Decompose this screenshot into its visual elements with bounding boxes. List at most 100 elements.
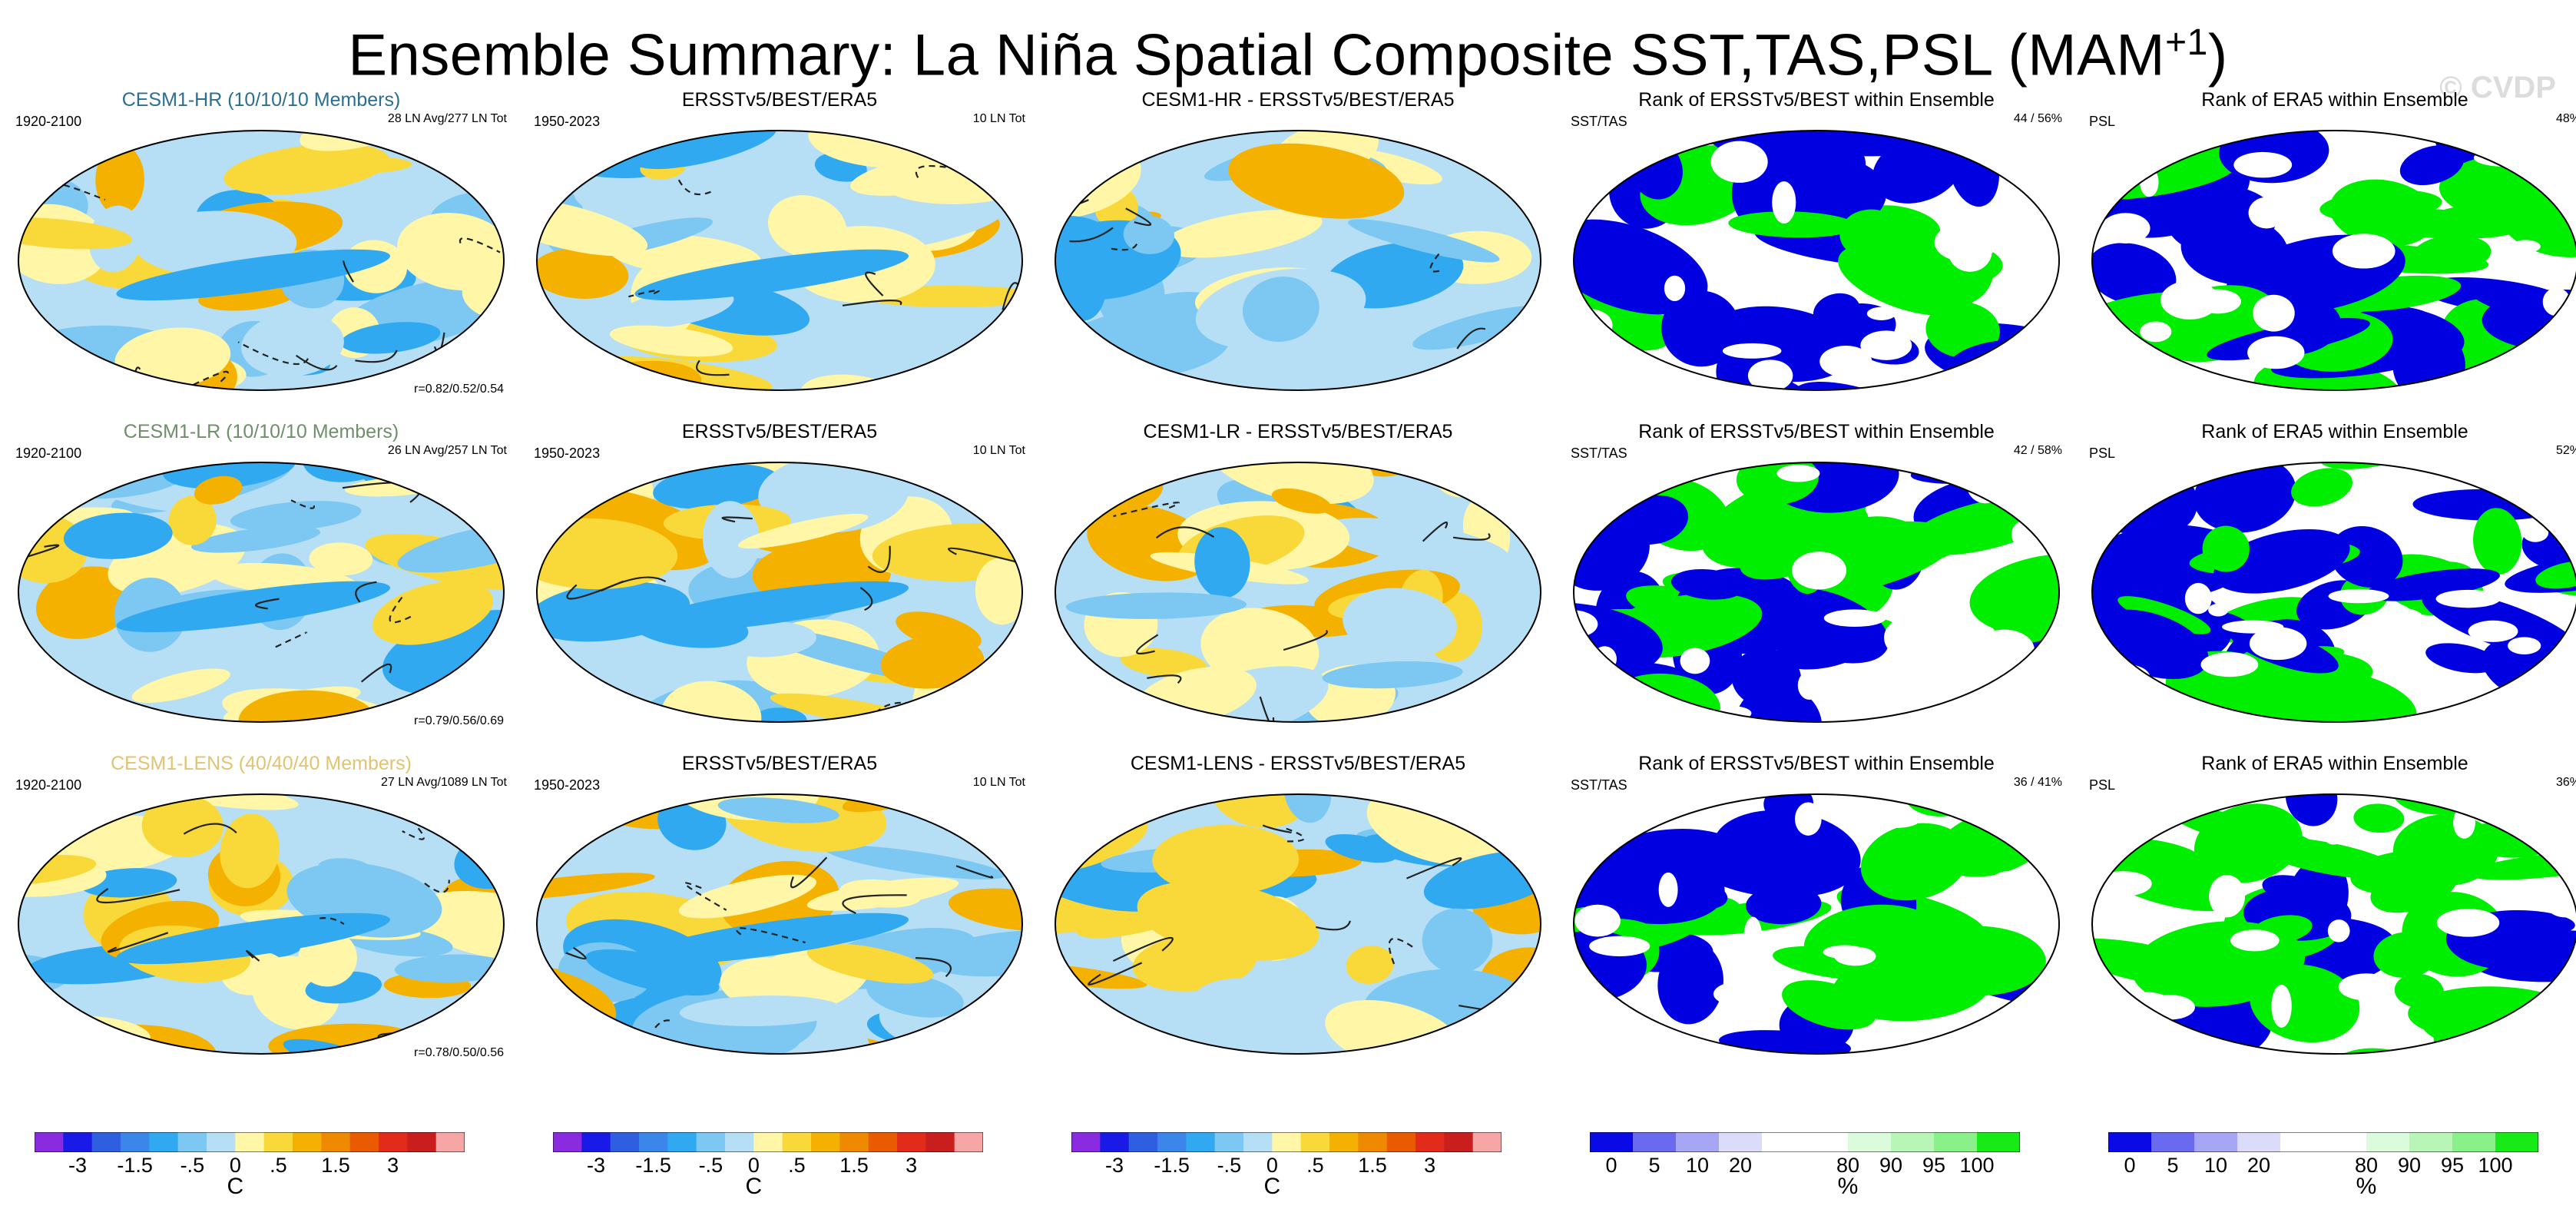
psl-contour (982, 715, 1022, 722)
colorbar-tick-label: -3 (68, 1154, 88, 1177)
rank-blob (2285, 794, 2338, 826)
psl-contour (1429, 250, 1442, 273)
psl-contour (1452, 532, 1491, 541)
world-map (536, 462, 1023, 723)
rank-blob (1975, 128, 2062, 137)
world-map (536, 793, 1023, 1055)
rank-blob (1937, 927, 1996, 984)
map-panel: ERSSTv5/BEST/ERA5 1950-2023 10 LN Tot (526, 89, 1033, 412)
colorbar-swatch (1386, 1132, 1416, 1152)
colorbar-swatch (753, 1132, 783, 1152)
cvdp-watermark: © CVDP (2439, 71, 2556, 104)
map-outline (536, 793, 1023, 1055)
anomaly-blob (661, 681, 762, 722)
psl-contour (947, 547, 1022, 567)
panel-title: CESM1-LR (10/10/10 Members) (123, 421, 399, 442)
colorbar-swatch (581, 1132, 611, 1152)
psl-contour (1069, 227, 1114, 243)
anomaly-blob (1348, 219, 1500, 263)
psl-contour (275, 631, 307, 648)
psl-contour (696, 359, 730, 376)
anomaly-blob (702, 501, 760, 578)
rank-blob (2092, 345, 2108, 390)
anomaly-blob (230, 501, 362, 532)
anomaly-blob (927, 929, 1022, 977)
colorbar-unit: C (745, 1174, 763, 1199)
panel-title: Rank of ERSSTv5/BEST within Ensemble (1638, 421, 1995, 442)
map-field (1055, 462, 1541, 722)
rank-blob (1731, 648, 1802, 708)
anomaly-blob (1194, 527, 1250, 598)
map-panel: Rank of ERA5 within Ensemble PSL 48% (2081, 89, 2576, 412)
rank-blob (1612, 462, 1691, 477)
map-outline (18, 462, 505, 723)
colorbar-swatch (63, 1132, 93, 1152)
anomaly-blob (758, 462, 909, 533)
rank-blob (2502, 677, 2567, 722)
colorbar-tick-label: .5 (1306, 1154, 1324, 1177)
world-map (18, 130, 505, 391)
panel-period: PSL (2089, 446, 2116, 461)
anomaly-blob (1070, 1054, 1199, 1057)
panel-count: 27 LN Avg/1089 LN Tot (381, 776, 507, 789)
map-field (1055, 794, 1541, 1057)
psl-contour (96, 888, 180, 904)
colorbar-swatch (1186, 1132, 1216, 1152)
panel-period: PSL (2089, 114, 2116, 129)
psl-contour (842, 894, 907, 914)
panel-title: CESM1-LENS - ERSSTv5/BEST/ERA5 (1130, 753, 1466, 774)
psl-contour (1316, 920, 1352, 931)
colorbar-swatch (1805, 1132, 1849, 1152)
psl-contour (402, 827, 425, 840)
anomaly-blob (309, 542, 373, 576)
rank-blob (2535, 561, 2576, 589)
colorbar-swatch (2495, 1132, 2538, 1152)
colorbar-swatch (1472, 1132, 1502, 1152)
colorbar-swatch (725, 1132, 754, 1152)
anomaly-blob (1325, 833, 1398, 863)
panel-count: 44 / 56% (2013, 112, 2062, 125)
psl-contour (565, 946, 587, 960)
psl-contour (1283, 629, 1328, 651)
anomaly-blob (190, 526, 321, 553)
anomaly-blob (63, 512, 173, 559)
colorbar-swatch (1848, 1132, 1892, 1152)
psl-contour (1125, 207, 1151, 227)
psl-contour (1112, 936, 1174, 962)
anomaly-blob (114, 327, 231, 388)
panel-period: 1920-2100 (15, 114, 82, 129)
map-panel: ERSSTv5/BEST/ERA5 1950-2023 10 LN Tot (526, 421, 1033, 744)
world-map (1573, 793, 2062, 1057)
colorbar: -3 -1.5 -.5 0 .5 1.5 3 C (553, 1132, 983, 1199)
psl-contour (867, 545, 891, 573)
rank-blob (2370, 863, 2458, 913)
map-panel: CESM1-HR - ERSSTv5/BEST/ERA5 (1045, 89, 1551, 412)
colorbar-tick-label: 20 (1728, 1154, 1753, 1177)
page-title: Ensemble Summary: La Niña Spatial Compos… (348, 22, 2228, 88)
colorbar-swatch (2151, 1132, 2195, 1152)
anomaly-blob (1322, 661, 1463, 689)
colorbar-swatch (1358, 1132, 1388, 1152)
colorbar-swatch (1444, 1132, 1474, 1152)
rank-blob (2467, 851, 2576, 880)
map-field (1055, 131, 1541, 390)
anomaly-blob (57, 794, 117, 823)
anomaly-blob (825, 845, 1006, 879)
map-panel: ERSSTv5/BEST/ERA5 1950-2023 10 LN Tot (526, 753, 1033, 1075)
colorbar-swatch (1590, 1132, 1634, 1152)
panel-title: Rank of ERA5 within Ensemble (2201, 421, 2468, 442)
colorbar-unit: C (1263, 1174, 1281, 1199)
psl-contour (45, 181, 106, 201)
colorbar-tick-label: 100 (1959, 1154, 1995, 1177)
map-field (537, 131, 1022, 390)
rank-blob (1991, 1054, 2062, 1057)
panel-period: SST/TAS (1571, 446, 1627, 461)
panel-count: 52% (2555, 444, 2576, 457)
anomaly-blob (141, 794, 223, 857)
map-outline (1055, 130, 1541, 391)
la-nina-tongue (116, 913, 391, 965)
panel-count: 10 LN Tot (972, 444, 1025, 457)
anomaly-blob (1209, 794, 1310, 829)
rank-blob (1839, 209, 1903, 260)
colorbar-swatch (2237, 1132, 2281, 1152)
